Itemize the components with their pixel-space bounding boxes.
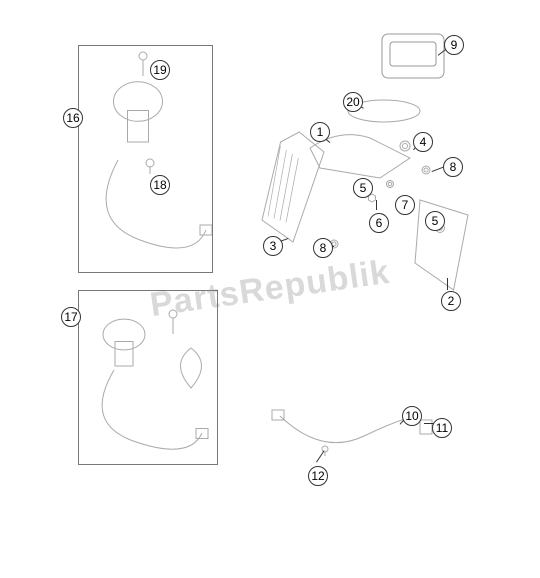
callout-19: 19 (150, 60, 170, 80)
callout-9: 9 (444, 35, 464, 55)
callout-8: 8 (313, 238, 333, 258)
bracket-1 (310, 135, 410, 178)
callout-12: 12 (308, 466, 328, 486)
mask-left-3 (262, 132, 324, 242)
washer-7 (387, 181, 394, 188)
callout-8: 8 (443, 157, 463, 177)
grommet-4 (400, 141, 410, 151)
callout-3: 3 (263, 236, 283, 256)
callout-7: 7 (395, 195, 415, 215)
group-16-box (78, 45, 213, 273)
group-17-box (78, 290, 218, 465)
callout-20: 20 (343, 92, 363, 112)
callout-5: 5 (353, 178, 373, 198)
bushing-8a (422, 166, 430, 174)
callout-17: 17 (61, 307, 81, 327)
cable-10 (272, 410, 420, 443)
callout-4: 4 (413, 132, 433, 152)
callout-5: 5 (425, 211, 445, 231)
leader-line (376, 200, 377, 210)
callout-18: 18 (150, 175, 170, 195)
speedometer (382, 34, 444, 78)
callout-11: 11 (432, 418, 452, 438)
callout-6: 6 (369, 213, 389, 233)
callout-2: 2 (441, 291, 461, 311)
callout-1: 1 (310, 122, 330, 142)
callout-16: 16 (63, 108, 83, 128)
callout-10: 10 (402, 406, 422, 426)
leader-line (447, 278, 448, 290)
